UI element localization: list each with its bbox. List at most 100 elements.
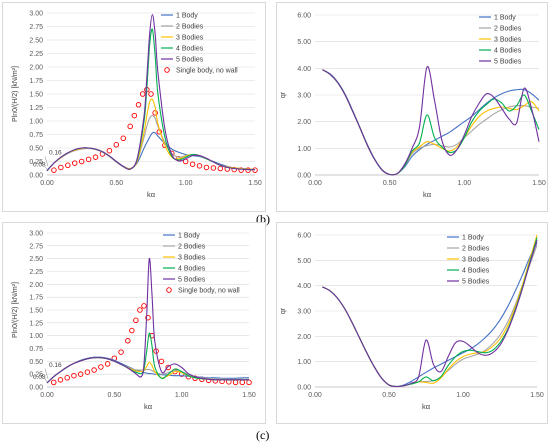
y-tick-label: 5.00 <box>297 39 311 46</box>
legend-label: 3 Bodies <box>176 35 204 42</box>
legend-label: 3 Bodies <box>462 257 490 264</box>
x-tick-label: 0.00 <box>308 180 322 187</box>
y-tick-label: 6.00 <box>297 233 311 240</box>
annotation-leader <box>44 156 49 167</box>
y-tick-label: 6.00 <box>297 13 311 20</box>
y-tick-label: 2.25 <box>29 269 43 276</box>
x-axis-title: kα <box>423 190 432 199</box>
legend-label: 2 Bodies <box>176 24 204 31</box>
scatter-point <box>125 338 131 344</box>
y-tick-label: 3.00 <box>297 309 311 316</box>
legend-label: 1 Body <box>462 235 484 242</box>
y-axis-title: Pln0/(H/2) [kN/m²] <box>12 66 19 122</box>
scatter-point <box>145 314 151 321</box>
scatter-point <box>71 372 77 379</box>
scatter-point <box>77 371 84 377</box>
scatter-point <box>118 349 124 355</box>
chart-panel-c-right: 0.00 1.00 2.00 3.00 4.00 5.00 6.00 0.00 0.50 1.00… <box>276 222 548 424</box>
chart-svg-b-left: 0.00 0.25 0.50 0.75 1.00 1.25 1.50 1.75 2.00 2.25… <box>12 11 262 200</box>
y-tick-label: 0.50 <box>29 359 43 366</box>
y-tick-label: 1.50 <box>29 308 43 315</box>
scatter-point <box>131 112 138 119</box>
chart-panel-b-right: 0.00 1.00 2.00 3.00 4.00 5.00 6.00 0.00 0.50 1.00… <box>276 2 548 212</box>
scatter-point <box>91 367 97 373</box>
y-tick-label: 1.75 <box>29 78 43 85</box>
y-tick-label: 1.75 <box>29 295 43 302</box>
x-tick-label: 1.00 <box>175 392 189 399</box>
y-tick-label: 4.00 <box>297 66 311 73</box>
y-tick-label: 5.00 <box>297 258 311 265</box>
scatter-point <box>51 167 57 173</box>
legend-label: 5 Bodies <box>178 277 206 284</box>
scatter-point <box>98 364 104 370</box>
x-tick-label: 0.50 <box>108 392 122 399</box>
legend-label: 1 Body <box>494 15 516 22</box>
legend-label: Single body, no wall <box>178 288 240 295</box>
y-axis-title: qr <box>280 307 287 314</box>
y-tick-label: 1.50 <box>29 92 43 99</box>
y-tick-label: 2.00 <box>29 282 43 289</box>
x-tick-label: 1.50 <box>532 180 546 187</box>
legend-label: 1 Body <box>176 13 198 20</box>
scatter-point <box>158 358 165 365</box>
x-axis-title: kα <box>422 402 431 411</box>
y-tick-label: 0.00 <box>29 385 43 392</box>
legend-label: 2 Bodies <box>178 244 206 251</box>
legend-swatch-scatter <box>164 67 170 73</box>
series-line-5 <box>322 239 538 388</box>
y-tick-label: 0.75 <box>29 132 43 139</box>
scatter-point <box>239 379 246 386</box>
y-tick-label: 3.00 <box>29 231 43 238</box>
scatter-point <box>104 361 111 367</box>
scatter-point <box>106 147 113 154</box>
y-tick-label: 1.25 <box>29 105 43 112</box>
chart-panel-c-left: 0.00 0.25 0.50 0.75 1.00 1.25 1.50 1.75 2.00 2.25… <box>2 222 266 424</box>
y-tick-label: 1.00 <box>29 333 43 340</box>
y-tick-label: 2.00 <box>297 119 311 126</box>
y-tick-label: 2.00 <box>29 65 43 72</box>
x-tick-label: 0.00 <box>40 180 54 187</box>
x-tick-label: 1.00 <box>456 392 470 399</box>
y-tick-label: 3.00 <box>297 93 311 100</box>
scatter-point <box>148 91 154 97</box>
scatter-point <box>113 142 120 148</box>
legend-label: 2 Bodies <box>494 26 522 33</box>
y-tick-label: 0.25 <box>29 159 43 166</box>
scatter-point <box>58 164 64 171</box>
y-tick-label: 0.50 <box>29 146 43 153</box>
chart-svg-c-right: 0.00 1.00 2.00 3.00 4.00 5.00 6.00 0.00 0.50 1.00… <box>280 233 544 412</box>
scatter-point <box>141 303 147 309</box>
legend-label: 4 Bodies <box>494 48 522 55</box>
y-tick-label: 0.00 <box>297 385 311 392</box>
y-tick-label: 2.50 <box>29 256 43 263</box>
series-line-5 <box>322 66 540 176</box>
x-tick-label: 1.00 <box>179 180 193 187</box>
x-axis-title: kα <box>144 402 153 411</box>
y-axis-title: qr <box>280 91 287 98</box>
scatter-point <box>210 165 217 171</box>
y-tick-label: 1.00 <box>297 146 311 153</box>
legend-label: 4 Bodies <box>176 46 204 53</box>
series-line-5 <box>46 14 256 172</box>
legend-label: Single body, no wall <box>176 68 238 75</box>
scatter-point <box>65 162 71 169</box>
annotation-label: 0.16 <box>49 362 62 369</box>
chart-panel-b-left: 0.00 0.25 0.50 0.75 1.00 1.25 1.50 1.75 2.00 2.25… <box>2 2 266 212</box>
scatter-point <box>196 163 203 169</box>
y-tick-label: 0.00 <box>297 173 311 180</box>
legend-label: 5 Bodies <box>494 59 522 66</box>
scatter-point <box>189 161 196 167</box>
y-tick-label: 0.00 <box>29 173 43 180</box>
y-tick-label: 1.25 <box>29 320 43 327</box>
y-axis-title: Pln0/(H/2) [kN/m²] <box>12 282 19 338</box>
x-tick-label: 0.00 <box>308 392 322 399</box>
scatter-point <box>203 164 210 171</box>
series-line-5 <box>46 258 249 384</box>
x-tick-label: 1.50 <box>248 180 262 187</box>
x-tick-label: 0.50 <box>110 180 124 187</box>
series-line-2 <box>322 244 538 388</box>
legend-label: 1 Body <box>178 233 200 240</box>
scatter-point <box>133 317 139 324</box>
scatter-point <box>232 379 239 386</box>
scatter-point <box>137 307 143 313</box>
